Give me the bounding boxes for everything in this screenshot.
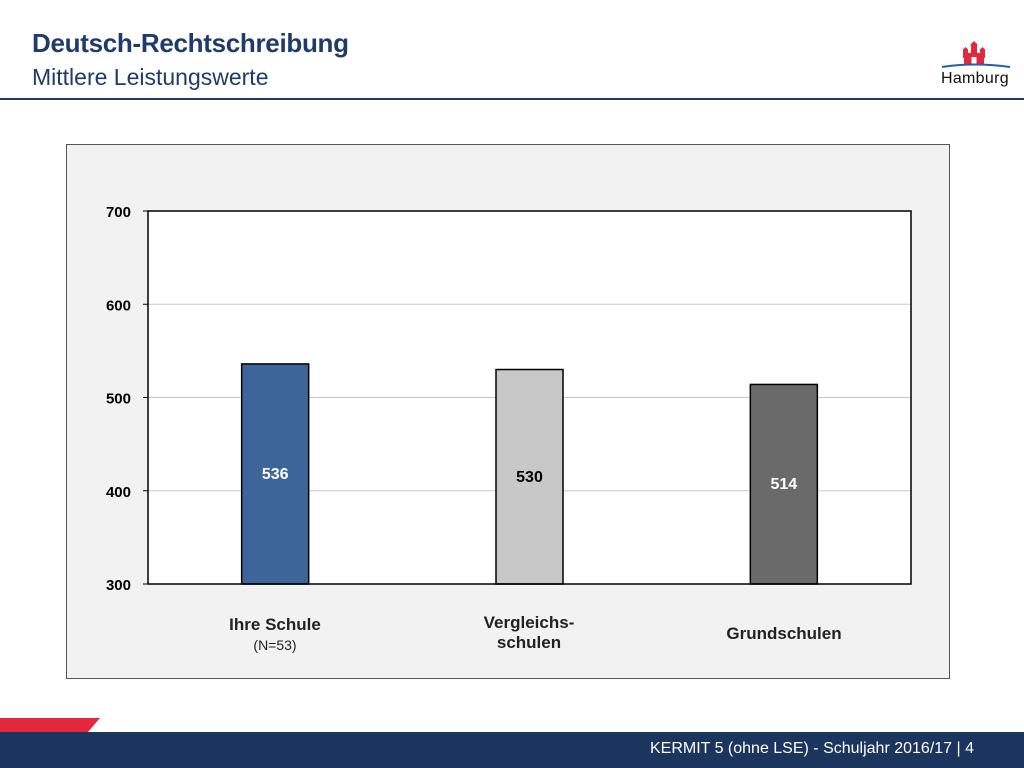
category-label-text: Vergleichs-schulen (483, 613, 575, 652)
y-tick-label: 600 (106, 297, 131, 314)
plot-border (147, 210, 912, 585)
bar (495, 368, 564, 585)
bar-chart: 300 400 500 600 700 536 530 514 (106, 204, 912, 594)
footer-bar (0, 732, 1024, 768)
hamburg-castle-icon (941, 41, 1011, 68)
category-sublabel: (N=53) (253, 637, 297, 653)
bar (749, 383, 819, 585)
bar (240, 363, 310, 585)
category-label-text: Ihre Schule (229, 615, 321, 634)
data-label: 514 (770, 476, 797, 493)
header-rule (0, 98, 1024, 100)
y-tick-label: 300 (106, 577, 131, 594)
category-label-text: Grundschulen (726, 624, 842, 643)
category-label-vergleichsschulen: Vergleichs-schulen (449, 613, 609, 653)
logo-text: Hamburg (941, 70, 1009, 87)
y-tick-label: 400 (106, 484, 131, 501)
category-label-grundschulen: Grundschulen (704, 624, 864, 644)
y-tick-label: 500 (106, 391, 131, 408)
page-title: Deutsch-Rechtschreibung (32, 28, 349, 58)
y-tick-label: 700 (106, 204, 131, 221)
page-subtitle: Mittlere Leistungswerte (32, 64, 269, 90)
data-label: 536 (262, 466, 289, 483)
chart-frame: 300 400 500 600 700 536 530 514 Ihre Schule (N=… (66, 144, 950, 679)
category-label-ihre-schule: Ihre Schule (N=53) (195, 615, 355, 655)
data-label: 530 (516, 469, 543, 486)
footer-text: KERMIT 5 (ohne LSE) - Schuljahr 2016/17 … (649, 740, 974, 757)
